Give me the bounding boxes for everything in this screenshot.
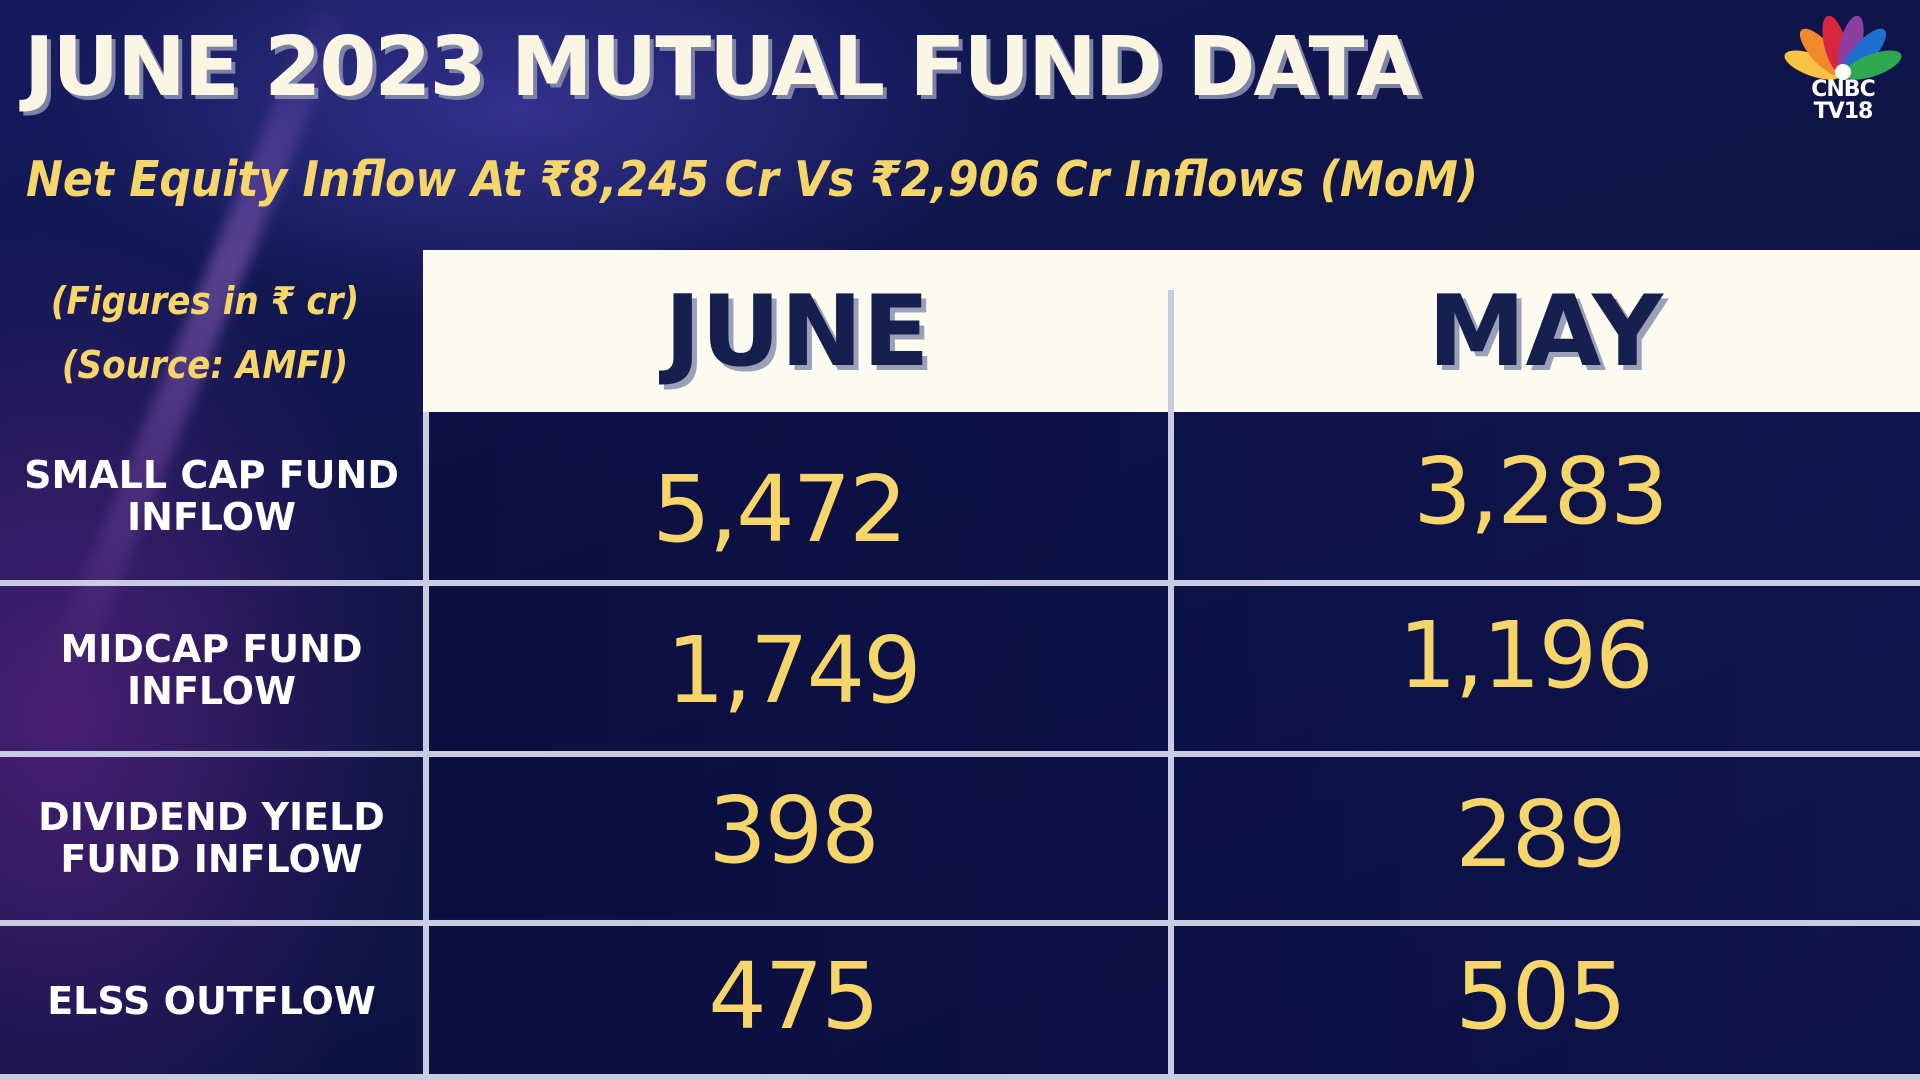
logo-text-cnbc: CNBC <box>1811 77 1875 102</box>
table-row-band <box>430 758 1920 918</box>
cell-elss-may: 505 <box>1455 943 1627 1050</box>
table-row-band <box>430 588 1920 751</box>
cell-elss-june: 475 <box>708 943 880 1050</box>
row-divider <box>0 1074 1920 1080</box>
cell-dividend-yield-june: 398 <box>708 777 880 884</box>
page-title: JUNE 2023 MUTUAL FUND DATA <box>24 20 1420 115</box>
row-label-elss: ELSS OUTFLOW <box>0 927 423 1074</box>
row-label-line: MIDCAP FUND <box>60 626 363 671</box>
row-divider <box>0 580 1920 586</box>
table-row-band <box>430 927 1920 1080</box>
cell-midcap-may: 1,196 <box>1398 602 1653 709</box>
row-label-line: INFLOW <box>127 495 296 539</box>
row-divider <box>0 751 1920 757</box>
row-label-line: SMALL CAP FUND <box>24 453 399 497</box>
peacock-feather <box>1784 50 1842 80</box>
cell-small-cap-june: 5,472 <box>652 456 907 563</box>
row-label-line: INFLOW <box>127 668 296 713</box>
column-header-june: JUNE <box>664 275 930 389</box>
peacock-icon <box>1784 15 1902 80</box>
logo-text-tv18: TV18 <box>1813 99 1874 124</box>
source-note: (Source: AMFI) <box>61 343 349 387</box>
figures-unit-note: (Figures in ₹ cr) <box>50 279 360 323</box>
column-header-may: MAY <box>1428 275 1663 389</box>
peacock-body <box>1835 64 1851 80</box>
cell-small-cap-may: 3,283 <box>1413 438 1668 545</box>
row-label-line: DIVIDEND YIELD <box>38 795 385 839</box>
row-divider <box>0 920 1920 926</box>
row-label-line: FUND INFLOW <box>60 837 363 881</box>
cell-dividend-yield-may: 289 <box>1455 781 1627 888</box>
peacock-feather <box>1844 50 1902 80</box>
row-label-line: ELSS OUTFLOW <box>47 978 376 1023</box>
row-label-midcap: MIDCAP FUND INFLOW <box>0 588 423 751</box>
cnbc-tv18-logo: CNBC TV18 <box>1778 10 1908 128</box>
cell-midcap-june: 1,749 <box>666 617 921 724</box>
table-row-band <box>430 412 1920 580</box>
column-divider <box>1168 290 1174 1080</box>
row-label-dividend-yield: DIVIDEND YIELD FUND INFLOW <box>0 758 423 918</box>
page-subtitle: Net Equity Inflow At ₹8,245 Cr Vs ₹2,906… <box>26 151 1479 208</box>
row-label-small-cap: SMALL CAP FUND INFLOW <box>0 412 423 580</box>
column-divider <box>423 412 429 1080</box>
